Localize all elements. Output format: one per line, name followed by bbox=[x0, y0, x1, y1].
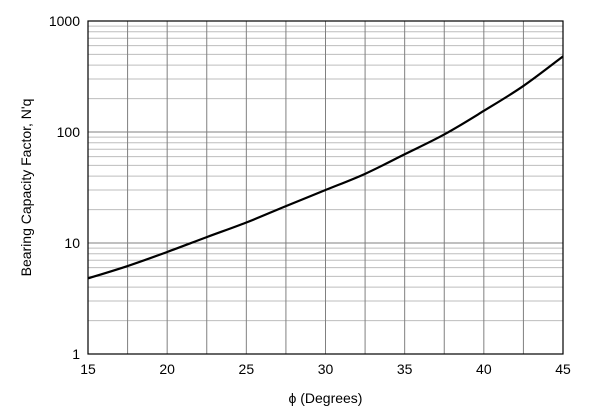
y-axis-title: Bearing Capacity Factor, N'q bbox=[18, 99, 34, 277]
x-tick-label: 40 bbox=[476, 361, 492, 377]
x-tick-label: 15 bbox=[80, 361, 96, 377]
y-tick-label: 1000 bbox=[49, 13, 80, 29]
grid bbox=[87, 20, 564, 355]
y-tick-label: 100 bbox=[57, 124, 81, 140]
x-axis-title: ϕ (Degrees) bbox=[289, 390, 363, 406]
x-tick-label: 20 bbox=[159, 361, 175, 377]
x-tick-label: 35 bbox=[397, 361, 413, 377]
x-tick-labels: 15 20 25 30 35 40 45 bbox=[80, 361, 571, 377]
series-line bbox=[87, 55, 564, 280]
y-tick-label: 10 bbox=[64, 235, 80, 251]
x-tick-label: 25 bbox=[239, 361, 255, 377]
plot-frame bbox=[87, 20, 564, 355]
y-tick-labels: 1 10 100 1000 bbox=[49, 13, 80, 362]
x-tick-label: 30 bbox=[318, 361, 334, 377]
x-tick-label: 45 bbox=[555, 361, 571, 377]
y-tick-label: 1 bbox=[72, 346, 80, 362]
